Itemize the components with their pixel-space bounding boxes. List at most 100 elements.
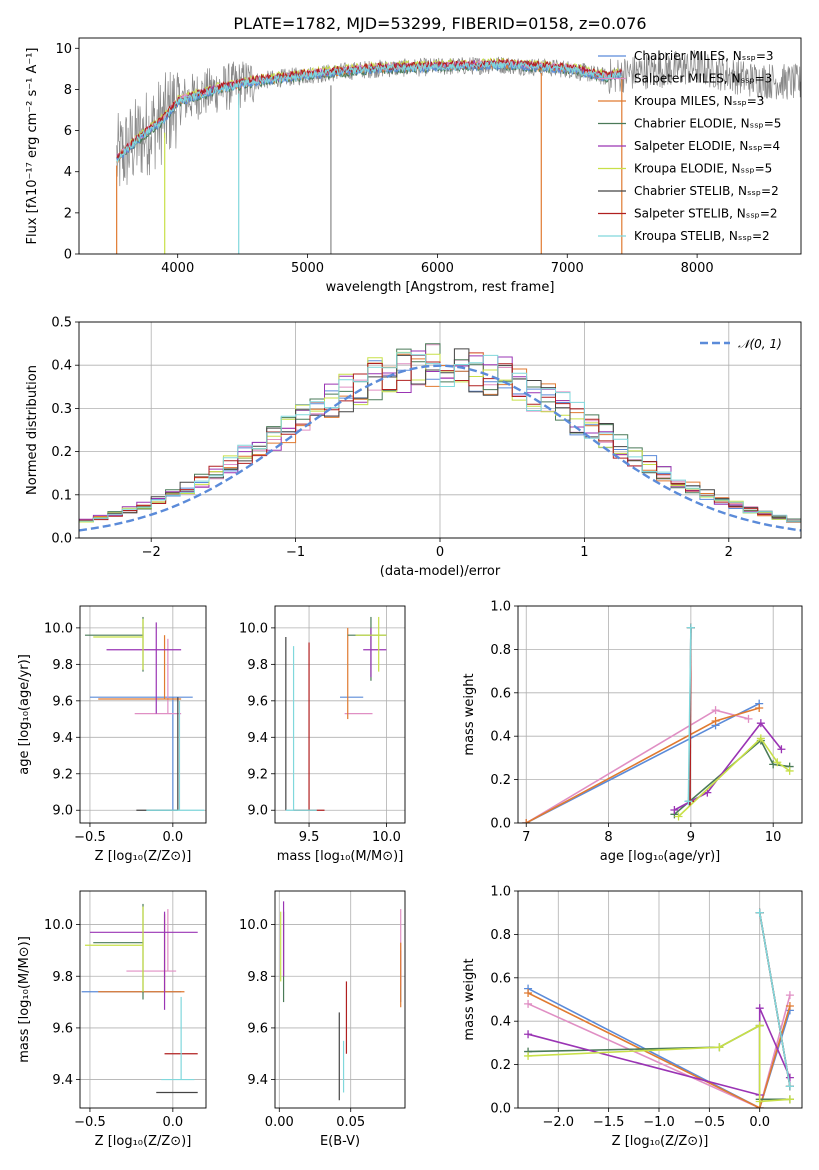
x-tick-label: 0.0 — [162, 830, 183, 845]
data-point — [711, 717, 720, 726]
y-tick-label: 0.4 — [490, 730, 511, 745]
series-kroupa_elodie — [524, 1021, 794, 1106]
y-tick-label: 0.8 — [490, 643, 511, 658]
x-tick-label: 4000 — [161, 261, 194, 276]
data-point — [756, 734, 765, 743]
legend-label-chabrier_miles: Chabrier MILES, Nₛₛₚ=3 — [634, 49, 774, 63]
data-point — [769, 760, 778, 769]
y-tick-label: 9.4 — [247, 1073, 268, 1088]
point-salpeter_elodie — [363, 627, 387, 678]
y-tick-label: 9.2 — [247, 767, 268, 782]
data-point — [785, 1095, 794, 1104]
legend-label-normal: 𝒩(0, 1) — [738, 337, 782, 351]
y-tick-label: 0.1 — [51, 488, 72, 503]
series-kroupa_stelib — [755, 908, 794, 1091]
y-axis-label: mass weight — [462, 673, 477, 755]
plot-area — [81, 903, 198, 1094]
point-salpeter_miles — [126, 909, 177, 972]
x-tick-label: 0 — [436, 545, 444, 560]
y-tick-label: 0.6 — [490, 971, 511, 986]
y-tick-label: 9.0 — [52, 804, 73, 819]
point-kroupa_elodie — [84, 906, 144, 992]
y-tick-label: 2 — [64, 206, 72, 221]
x-tick-label: 1 — [580, 545, 588, 560]
y-tick-label: 10 — [55, 42, 72, 57]
x-tick-label: 0.05 — [336, 1115, 365, 1130]
chart-residuals: −2 −1 0 1 2 0.0 0.1 0.2 0.3 0.4 0.5 (data-model)/er… — [25, 316, 802, 579]
data-point — [524, 999, 533, 1008]
x-tick-label: −1.0 — [643, 1115, 675, 1130]
data-point — [785, 1002, 794, 1011]
y-tick-label: 1.0 — [490, 885, 511, 900]
axes-frame — [517, 605, 803, 824]
x-tick-label: −0.5 — [694, 1115, 726, 1130]
series-kroupa_stelib — [684, 623, 695, 806]
series-line — [758, 912, 791, 1087]
point-kroupa_stelib — [161, 996, 195, 1081]
x-tick-label: 8000 — [681, 261, 714, 276]
point-chabrier_miles — [89, 696, 193, 811]
data-point — [674, 812, 683, 821]
legend-label-salpeter_miles: Salpeter MILES, Nₛₛₚ=3 — [634, 72, 772, 86]
x-axis-label: mass [log₁₀(M/M⊙)] — [277, 849, 404, 864]
model-spectrum-salpeter_stelib — [116, 59, 622, 163]
y-tick-label: 9.8 — [52, 970, 73, 985]
data-point — [755, 1097, 764, 1106]
data-point — [524, 988, 533, 997]
y-tick-label: 9.6 — [247, 1021, 268, 1036]
y-axis-label: mass [log₁₀(M/M⊙)] — [17, 936, 32, 1063]
y-axis-label: mass weight — [462, 958, 477, 1040]
legend: Chabrier MILES, Nₛₛₚ=3 Salpeter MILES, Nₛ… — [598, 49, 781, 243]
series-kroupa_elodie — [674, 734, 794, 821]
y-tick-label: 9.0 — [247, 804, 268, 819]
chart-mass-vs-Z: −0.5 0.0 9.4 9.6 9.8 10.0 Z [log₁₀(Z/Z⊙)] mass … — [17, 890, 207, 1149]
plot-area — [116, 49, 801, 254]
x-axis-label: Z [log₁₀(Z/Z⊙)] — [95, 1134, 192, 1149]
y-tick-label: 10.0 — [44, 918, 73, 933]
x-tick-label: −2.0 — [542, 1115, 574, 1130]
y-tick-label: 4 — [64, 165, 72, 180]
axes-frame — [274, 605, 406, 824]
x-tick-label: 0.0 — [162, 1115, 183, 1130]
data-point — [684, 797, 693, 806]
y-tick-label: 9.4 — [52, 1073, 73, 1088]
plot-area — [522, 623, 794, 823]
x-tick-label: 2 — [725, 545, 733, 560]
x-axis-label: Z [log₁₀(Z/Z⊙)] — [95, 849, 192, 864]
y-tick-label: 10.0 — [239, 621, 268, 636]
data-point — [755, 908, 764, 917]
x-axis-label: wavelength [Angstrom, rest frame] — [326, 280, 555, 295]
y-tick-label: 9.2 — [52, 767, 73, 782]
data-point — [785, 1073, 794, 1082]
data-point — [756, 719, 765, 728]
y-tick-label: 0.2 — [490, 1058, 511, 1073]
axes-frame — [274, 890, 406, 1109]
x-tick-label: 7000 — [551, 261, 584, 276]
y-tick-label: 9.8 — [247, 658, 268, 673]
legend-label-kroupa_stelib: Kroupa STELIB, Nₛₛₚ=2 — [634, 229, 770, 243]
data-point — [522, 819, 531, 823]
plot-area — [280, 901, 402, 1101]
data-point — [773, 758, 782, 767]
chart-weight-vs-Z: −2.0 −1.5 −1.0 −0.5 0.0 0.0 0.2 0.4 0.6 0.8 1.0 Z [… — [462, 885, 803, 1149]
chart-age-vs-Z: −0.5 0.0 9.0 9.2 9.4 9.6 9.8 10.0 Z [log₁₀(Z/Z⊙)… — [17, 605, 207, 864]
x-tick-label: −0.5 — [74, 830, 106, 845]
y-tick-label: 0 — [64, 248, 72, 263]
y-tick-label: 9.6 — [52, 1021, 73, 1036]
point-salpeter_elodie — [106, 622, 182, 714]
x-tick-label: −1.5 — [593, 1115, 625, 1130]
axes-frame — [78, 321, 802, 539]
residual-histogram-kroupa_stelib — [79, 352, 801, 523]
y-tick-label: 0.0 — [51, 532, 72, 547]
legend-label-kroupa_elodie: Kroupa ELODIE, Nₛₛₚ=5 — [634, 162, 772, 176]
data-point — [785, 1082, 794, 1091]
series-line — [527, 992, 791, 1108]
x-tick-label: −1 — [286, 545, 305, 560]
data-point — [755, 1004, 764, 1013]
point-salpeter_miles — [134, 638, 182, 715]
legend-label-salpeter_stelib: Salpeter STELIB, Nₛₛₚ=2 — [634, 207, 778, 221]
y-tick-label: 10.0 — [239, 918, 268, 933]
data-point — [715, 1043, 724, 1052]
point-kroupa_stelib — [146, 700, 205, 811]
